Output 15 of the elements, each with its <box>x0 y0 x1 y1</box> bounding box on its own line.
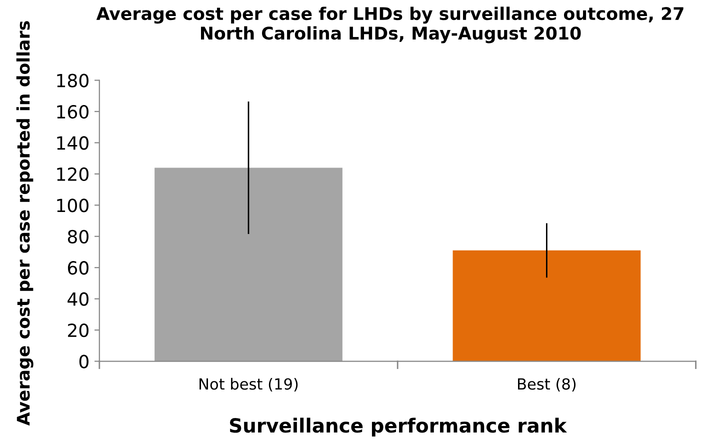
x-axis-title: Surveillance performance rank <box>230 418 567 437</box>
y-tick-label: 140 <box>57 136 88 150</box>
x-tick-label: Not best (19) <box>200 378 298 392</box>
y-axis-title: Average cost per case reported in dollars <box>16 21 34 426</box>
y-tick-label: 40 <box>68 292 88 306</box>
y-tick-label: 160 <box>57 104 88 119</box>
y-tick-label: 100 <box>57 198 88 212</box>
y-tick-label: 20 <box>68 324 88 338</box>
y-tick-label: 180 <box>57 74 88 88</box>
chart-title: Average cost per case for LHDs by surveillance outcome, 27 North Carolina LHDs, May-August 2010 <box>96 6 684 44</box>
y-tick-label: 60 <box>68 261 88 275</box>
y-tick-label: 80 <box>68 230 88 244</box>
y-tick-label: 0 <box>79 354 88 368</box>
x-tick-label: Best (8) <box>518 378 576 392</box>
y-tick-label: 120 <box>57 167 88 182</box>
